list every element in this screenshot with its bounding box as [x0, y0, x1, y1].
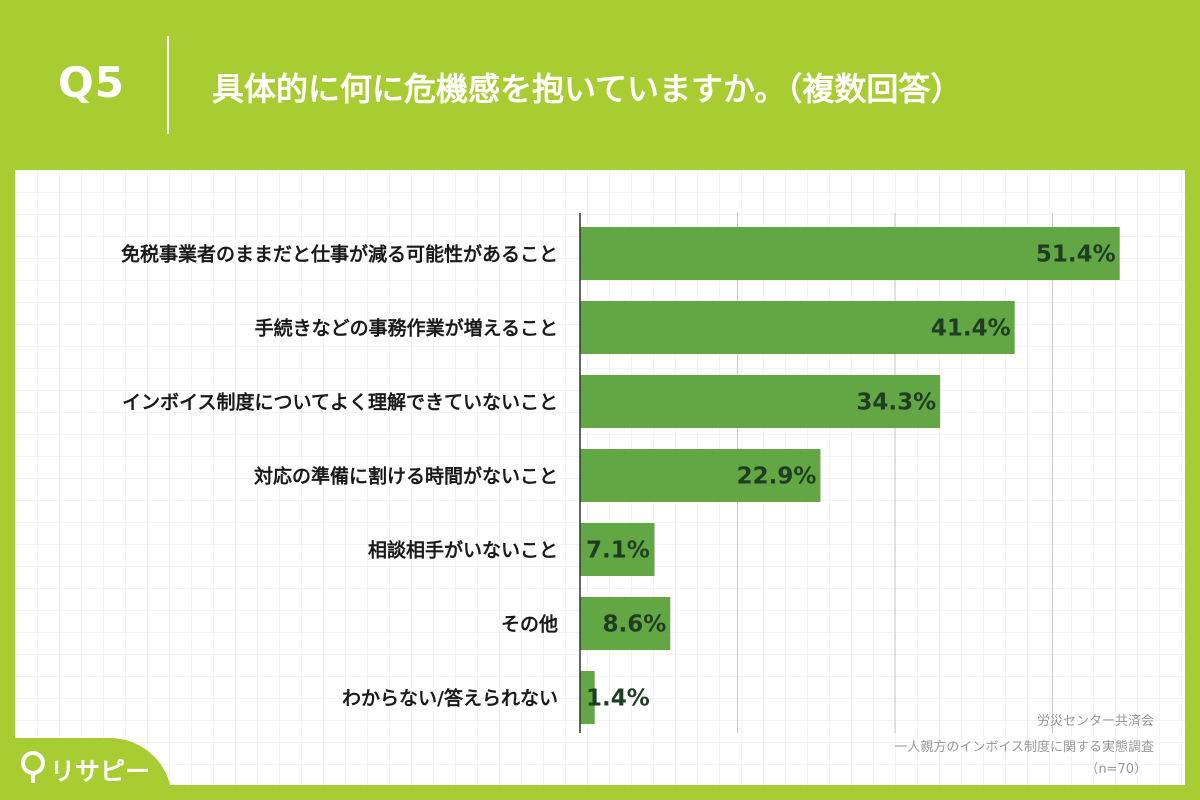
category-label: その他 — [501, 613, 558, 636]
category-label: 対応の準備に割ける時間がないこと — [253, 465, 558, 488]
bar — [580, 449, 821, 502]
value-label: 8.6% — [603, 612, 667, 638]
value-label: 51.4% — [1036, 242, 1116, 268]
value-label: 7.1% — [586, 538, 650, 564]
category-label: 相談相手がいないこと — [368, 539, 558, 562]
logo-text: リサピー — [50, 757, 151, 786]
header: Q5 具体的に何に危機感を抱いていますか。（複数回答） — [0, 0, 1200, 170]
value-label: 41.4% — [931, 316, 1011, 342]
source-org: 労災センター共済会 — [1036, 714, 1154, 729]
bar — [580, 227, 1120, 280]
bar — [580, 597, 671, 650]
page-title: 具体的に何に危機感を抱いていますか。（複数回答） — [212, 70, 963, 108]
value-label: 1.4% — [586, 686, 650, 712]
chart-panel: 免税事業者のままだと仕事が減る可能性があること 51.4% 手続きなどの事務作業が増… — [15, 170, 1185, 785]
question-number: Q5 — [58, 58, 125, 107]
source-sample-size: （n=70） — [1085, 762, 1147, 777]
header-divider — [167, 36, 169, 134]
pin-icon — [21, 751, 45, 783]
bar — [580, 301, 1015, 354]
category-label: わからない/答えられない — [342, 687, 558, 710]
category-label: インボイス制度についてよく理解できていないこと — [122, 391, 558, 414]
logo-tab — [0, 738, 172, 800]
bar — [580, 523, 655, 576]
value-label: 34.3% — [856, 390, 936, 416]
category-label: 免税事業者のままだと仕事が減る可能性があること — [121, 243, 558, 266]
value-label: 22.9% — [737, 464, 817, 490]
bar-chart: 免税事業者のままだと仕事が減る可能性があること 51.4% 手続きなどの事務作業が増… — [121, 213, 1120, 733]
source-survey: 一人親方のインボイス制度に関する実態調査 — [894, 740, 1154, 755]
category-label: 手続きなどの事務作業が増えること — [255, 317, 558, 340]
bar — [580, 671, 595, 724]
bar — [580, 375, 941, 428]
